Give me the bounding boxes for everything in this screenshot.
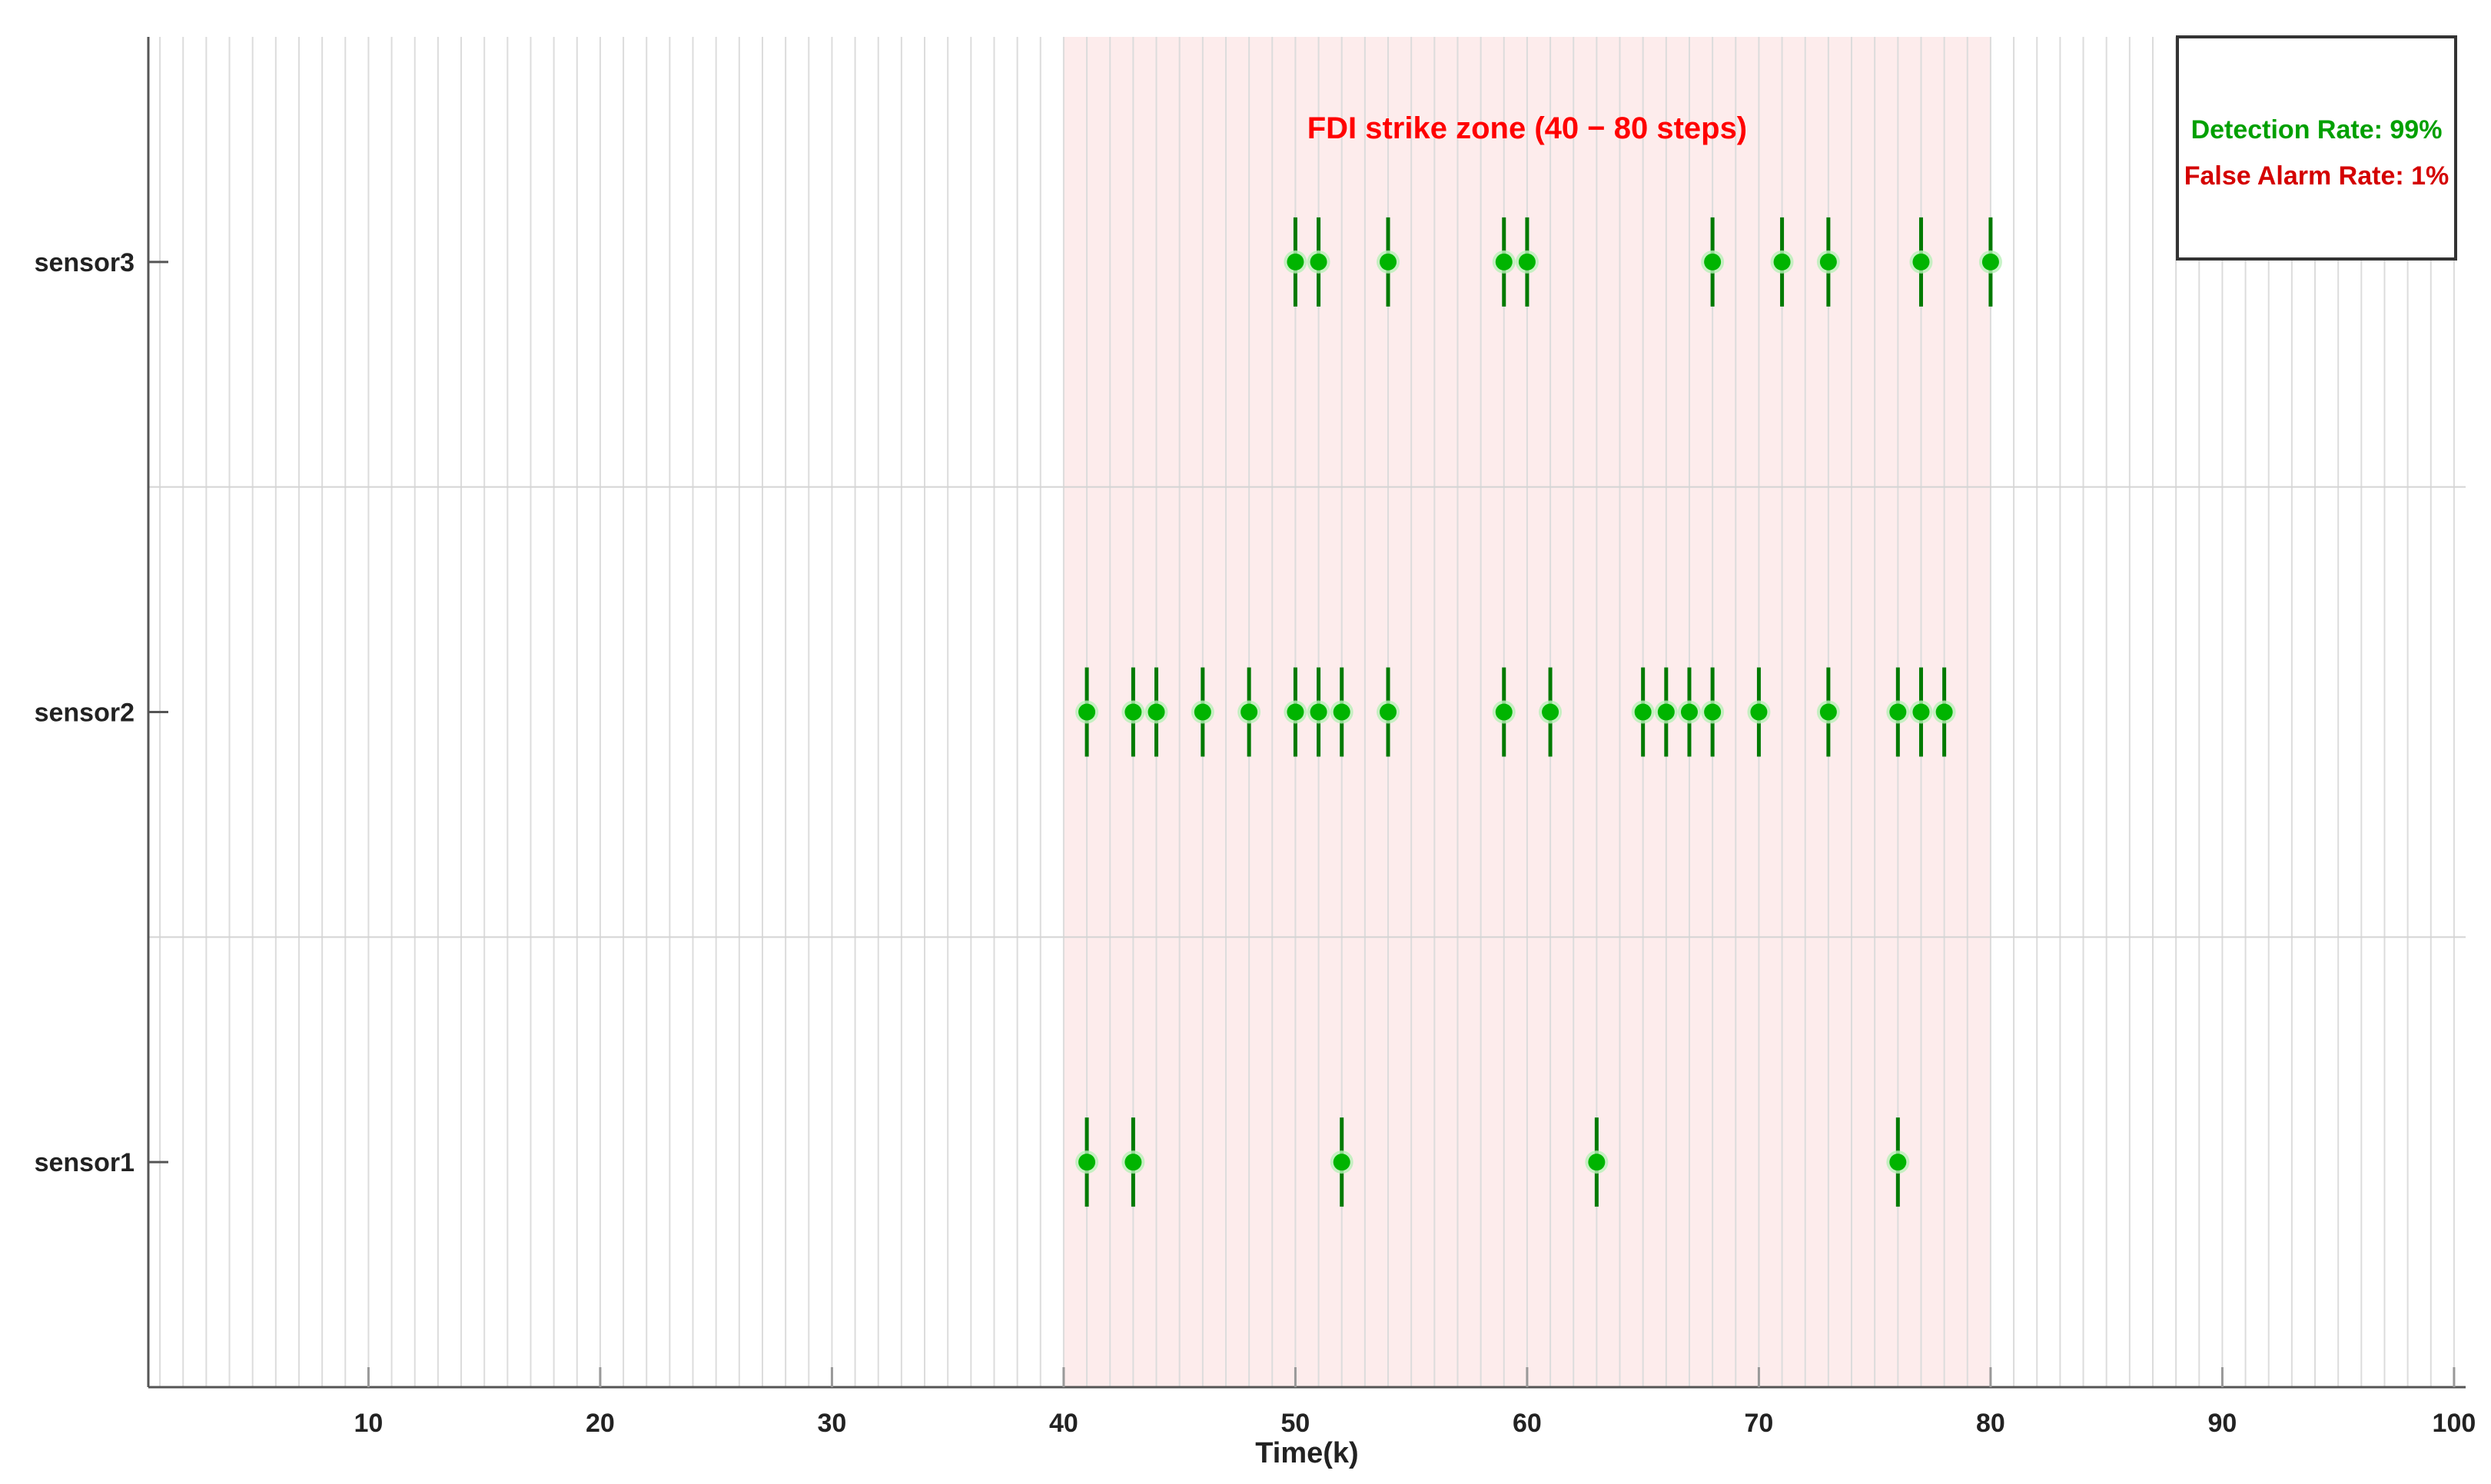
detection-marker (1310, 253, 1327, 271)
detection-marker (1981, 253, 1999, 271)
detection-points-layer (1075, 217, 2002, 1207)
detection-marker (1750, 703, 1768, 721)
detection-marker (1542, 703, 1559, 721)
grid-layer (148, 37, 2466, 1387)
x-tick-label: 10 (354, 1409, 384, 1438)
x-tick-label: 40 (1049, 1409, 1078, 1438)
detection-marker (1912, 703, 1930, 721)
detection-marker (1124, 1154, 1142, 1171)
detection-marker (1380, 703, 1397, 721)
detection-marker (1495, 253, 1513, 271)
detection-marker (1287, 253, 1304, 271)
detection-marker (1588, 1154, 1606, 1171)
y-tick-label: sensor1 (35, 1148, 135, 1177)
detection-rate-label: Detection Rate: 99% (2191, 115, 2443, 144)
y-tick-label: sensor3 (35, 248, 135, 277)
x-tick-label: 50 (1281, 1409, 1310, 1438)
x-tick-label: 60 (1513, 1409, 1542, 1438)
detection-marker (1333, 703, 1350, 721)
detection-marker (1935, 703, 1953, 721)
detection-marker (1773, 253, 1791, 271)
detection-marker (1078, 703, 1096, 721)
strike-zone-label: FDI strike zone (40 − 80 steps) (1307, 111, 1747, 145)
detection-marker (1819, 253, 1837, 271)
x-tick-label: 90 (2208, 1409, 2237, 1438)
x-tick-label: 80 (1976, 1409, 2005, 1438)
legend-box: Detection Rate: 99% False Alarm Rate: 1% (2176, 35, 2457, 261)
detection-marker (1287, 703, 1304, 721)
axis-layer: 10 20 30 40 50 60 70 80 90 100 sensor1 sensor2 senso… (35, 37, 2476, 1438)
x-tick-label: 30 (818, 1409, 847, 1438)
detection-marker (1194, 703, 1211, 721)
x-tick-label: 20 (586, 1409, 615, 1438)
detection-marker (1704, 703, 1722, 721)
detection-marker (1912, 253, 1930, 271)
detection-marker (1680, 703, 1698, 721)
detection-marker (1078, 1154, 1096, 1171)
x-tick-label: 100 (2433, 1409, 2476, 1438)
detection-marker (1124, 703, 1142, 721)
legend-border (2176, 35, 2457, 261)
detection-marker (1704, 253, 1722, 271)
detection-marker (1889, 703, 1907, 721)
detection-marker (1241, 703, 1258, 721)
detection-marker (1518, 253, 1536, 271)
detection-marker (1495, 703, 1513, 721)
x-tick-label: 70 (1745, 1409, 1774, 1438)
detection-marker (1380, 253, 1397, 271)
detection-marker (1333, 1154, 1350, 1171)
y-tick-label: sensor2 (35, 699, 135, 728)
false-alarm-rate-label: False Alarm Rate: 1% (2184, 161, 2449, 191)
detection-marker (1657, 703, 1675, 721)
detection-marker (1889, 1154, 1907, 1171)
detection-marker (1819, 703, 1837, 721)
detection-marker (1310, 703, 1327, 721)
x-axis-label: Time(k) (1255, 1437, 1358, 1469)
detection-marker (1634, 703, 1652, 721)
detection-marker (1148, 703, 1165, 721)
